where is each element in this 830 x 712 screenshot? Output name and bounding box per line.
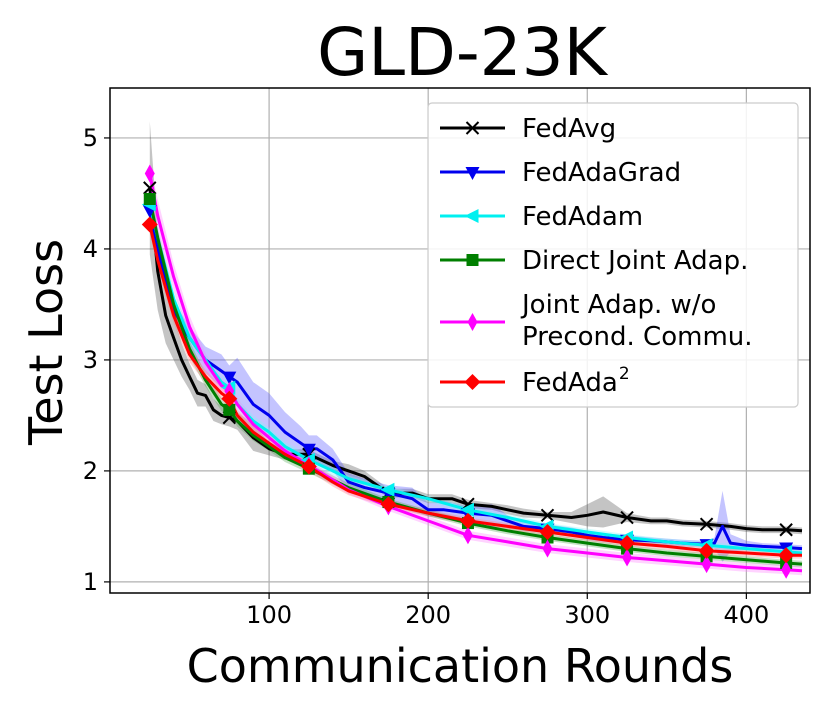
legend-marker-joint-adap-w-o-precond-commu [467,313,478,331]
legend-marker-fedadam [464,209,479,223]
x-tick-label-100: 100 [246,601,292,629]
marker-fedadagrad-125 [301,443,316,457]
legend-label-direct-joint-adap: Direct Joint Adap. [522,246,748,276]
legend-marker-fedada [464,374,481,390]
legend: FedAvg FedAdaGrad FedAdam Direct Joint Adap… [427,102,799,408]
marker-fedadam-175 [380,482,395,497]
marker-fedavg-425 [779,523,793,537]
marker-fedada-125 [300,458,317,475]
line-fedada [148,224,802,557]
marker-fedada-75 [221,390,238,407]
marker-joint-adap-w-o-precond-commu-325 [622,548,633,567]
x-axis-title: Communication Rounds [187,639,734,693]
marker-direct-joint-adap-25 [143,192,156,205]
marker-joint-adap-w-o-precond-commu-25 [144,164,155,183]
series-lines [148,173,803,573]
legend-label-fedada: FedAda [522,368,618,398]
marker-fedada-225 [459,512,476,529]
marker-fedadagrad-75 [222,371,237,385]
x-tick-label-200: 200 [405,601,451,629]
y-tick-label-3: 3 [83,346,98,374]
legend-label-line2-joint-adap-w-o-precond-commu: Precond. Commu. [522,322,753,352]
axis-ticks: 100 200 300 400 1 2 3 4 5 [83,124,770,629]
series-markers [141,164,795,579]
marker-fedavg-25 [143,181,157,195]
marker-fedada-375 [698,542,715,559]
y-tick-label-2: 2 [83,457,98,485]
y-tick-label-1: 1 [83,568,98,596]
marker-fedavg-275 [540,508,555,523]
line-fedavg [148,187,803,533]
x-tick-label-300: 300 [564,601,610,629]
marker-joint-adap-w-o-precond-commu-275 [542,539,553,558]
legend-marker-direct-joint-adap [466,254,479,266]
marker-fedada-275 [539,523,556,540]
legend-box [427,102,799,408]
legend-marker-fedadagrad [465,167,480,180]
marker-fedavg-375 [699,517,714,531]
marker-fedada-425 [778,547,795,564]
legend-marker-fedavg [465,121,480,135]
marker-joint-adap-w-o-precond-commu-375 [701,555,712,574]
y-tick-label-5: 5 [83,124,98,152]
plot-frame [109,87,811,594]
legend-label-fedadagrad: FedAdaGrad [522,158,681,188]
legend-label-fedadam: FedAdam [522,202,643,232]
marker-fedada-325 [619,535,636,552]
legend-label-sup-fedada: 2 [619,364,630,384]
marker-fedadam-225 [459,502,474,517]
y-axis-title: Test Loss [19,239,73,446]
marker-direct-joint-adap-75 [223,403,236,416]
legend-label-joint-adap-w-o-precond-commu: Joint Adap. w/o [520,290,716,320]
y-tick-label-4: 4 [83,235,98,263]
chart-title: GLD-23K [317,14,609,91]
marker-joint-adap-w-o-precond-commu-225 [462,526,473,545]
marker-fedada-175 [380,496,397,513]
marker-fedada-25 [141,216,158,233]
x-tick-label-400: 400 [723,601,769,629]
marker-joint-adap-w-o-precond-commu-425 [781,560,792,579]
marker-fedavg-325 [620,510,634,525]
legend-label-fedavg: FedAvg [522,114,616,144]
